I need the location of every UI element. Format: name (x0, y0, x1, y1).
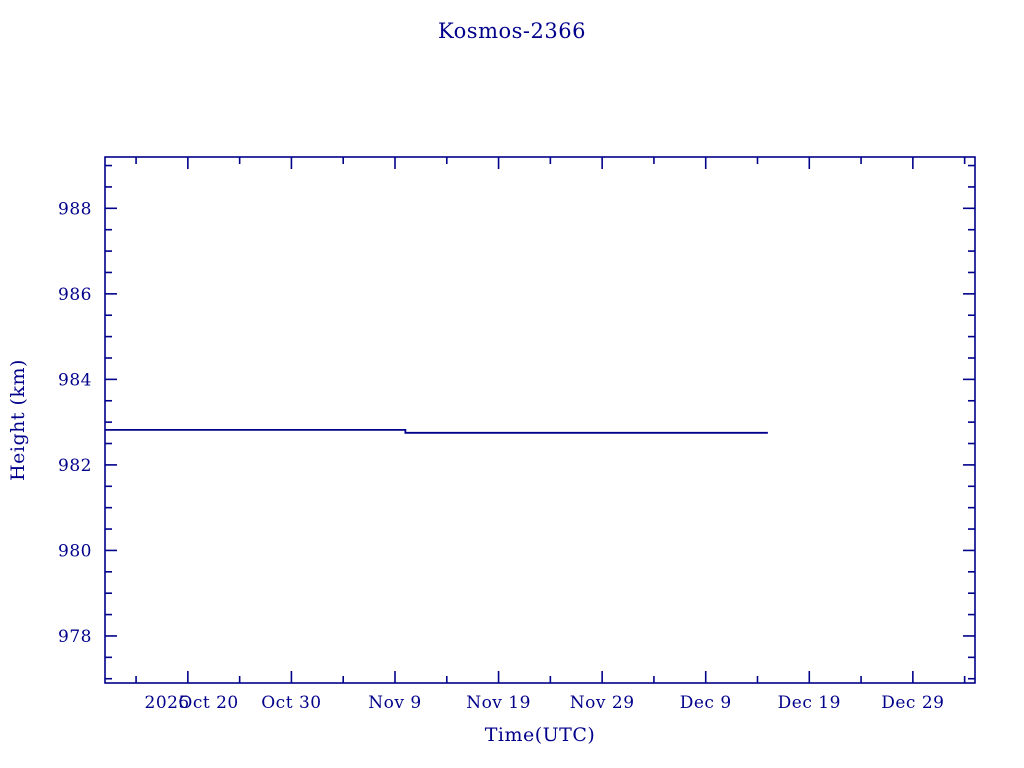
x-tick-label: 2025 (145, 693, 190, 713)
x-tick-label: Oct 20 (178, 693, 238, 713)
x-tick-label: Nov 9 (368, 693, 421, 713)
y-axis-ticks (105, 164, 975, 680)
y-tick-label: 980 (58, 541, 92, 561)
data-series-group (105, 428, 768, 434)
x-tick-label: Oct 30 (261, 693, 321, 713)
y-tick-label: 982 (58, 456, 92, 476)
x-tick-label: Nov 19 (466, 693, 531, 713)
y-tick-label: 984 (58, 370, 92, 390)
data-series-line (105, 428, 768, 434)
plot-frame (104, 156, 976, 684)
x-tick-label: Dec 29 (881, 693, 944, 713)
x-axis-title: Time(UTC) (485, 724, 596, 746)
y-axis-tick-labels: 978 980 982 984 986 988 (58, 199, 92, 647)
y-tick-label: 978 (58, 627, 92, 647)
y-tick-label: 988 (58, 199, 92, 219)
x-axis-ticks (135, 157, 966, 683)
chart-title: Kosmos-2366 (438, 19, 586, 43)
x-tick-label: Nov 29 (570, 693, 635, 713)
y-tick-label: 986 (58, 285, 92, 305)
y-axis-title: Height (km) (7, 359, 29, 481)
x-tick-label: Dec 19 (778, 693, 841, 713)
x-tick-label: Dec 9 (680, 693, 732, 713)
